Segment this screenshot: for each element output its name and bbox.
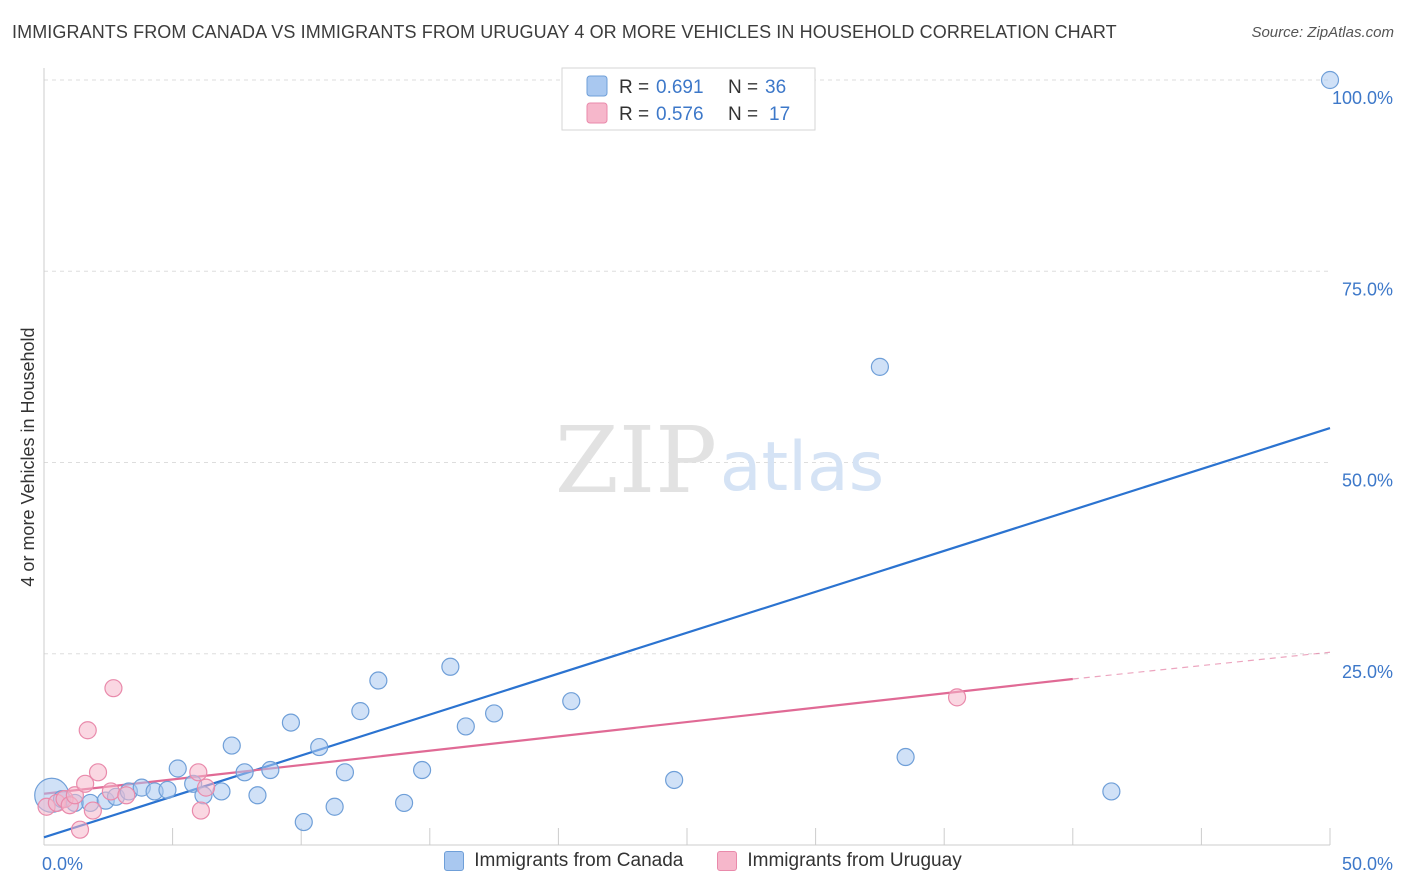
legend-label-uruguay: Immigrants from Uruguay: [747, 850, 962, 871]
point-uruguay: [104, 679, 123, 698]
point-canada: [351, 702, 370, 721]
legend-swatch-canada: [586, 75, 608, 97]
grid-lines: [44, 79, 1330, 655]
legend-n-value-canada: 36: [765, 77, 786, 98]
point-canada: [310, 737, 329, 757]
legend-box-uruguay: [717, 851, 738, 871]
watermark-atlas: atlas: [720, 428, 884, 507]
legend-n-value-uruguay: 17: [769, 104, 790, 125]
y-axis-label: 4 or more Vehicles in Household: [18, 327, 38, 586]
point-uruguay: [70, 820, 90, 839]
source-credit: Source: ZipAtlas.com: [1251, 24, 1394, 41]
point-uruguay: [101, 782, 120, 801]
y-tick-label: 100.0%: [1332, 88, 1393, 108]
point-canada: [1102, 782, 1121, 801]
stats-legend: R = 0.691 N = 36 R = 0.576 N = 17: [561, 67, 816, 131]
point-uruguay: [117, 786, 136, 805]
legend-n-label-uruguay: N =: [728, 104, 758, 125]
legend-r-value-canada: 0.691: [656, 77, 704, 98]
legend-item-canada[interactable]: Immigrants from Canada: [444, 850, 683, 872]
point-uruguay: [65, 786, 84, 805]
x-tick-label: 0.0%: [42, 854, 83, 874]
trendlines: [43, 427, 1331, 839]
legend-item-uruguay[interactable]: Immigrants from Uruguay: [717, 850, 962, 872]
y-tick-label: 50.0%: [1342, 471, 1393, 491]
point-canada: [235, 763, 254, 782]
point-uruguay: [196, 778, 216, 797]
point-uruguay: [88, 763, 108, 782]
point-canada: [1320, 70, 1340, 90]
point-uruguay: [83, 801, 102, 820]
point-canada: [394, 793, 414, 813]
point-canada: [248, 786, 267, 805]
legend-n-label-canada: N =: [728, 77, 758, 98]
point-uruguay: [189, 763, 208, 782]
legend-r-label-uruguay: R =: [619, 104, 649, 125]
chart-title: IMMIGRANTS FROM CANADA VS IMMIGRANTS FRO…: [12, 22, 1117, 42]
x-tick-label: 50.0%: [1342, 854, 1393, 874]
point-canada: [870, 357, 890, 376]
point-canada: [412, 760, 432, 780]
point-uruguay: [76, 774, 95, 793]
legend-label-canada: Immigrants from Canada: [474, 850, 684, 871]
point-canada: [212, 782, 231, 801]
y-tick-label: 25.0%: [1342, 662, 1393, 682]
point-canada: [325, 797, 344, 816]
point-canada: [158, 780, 177, 800]
axes: [43, 68, 1331, 846]
watermark-zip: ZIP: [555, 407, 717, 514]
point-canada: [441, 657, 460, 676]
trendline-extension-uruguay: [1072, 651, 1331, 680]
point-canada: [294, 812, 313, 832]
legend-r-label-canada: R =: [619, 77, 649, 98]
series-legend: Immigrants from Canada Immigrants from U…: [0, 850, 1406, 872]
point-canada: [562, 692, 581, 711]
point-canada: [896, 747, 915, 767]
point-canada: [222, 736, 241, 755]
point-canada: [485, 704, 504, 723]
y-tick-label: 75.0%: [1342, 279, 1393, 299]
point-canada: [281, 713, 301, 732]
point-uruguay: [947, 688, 967, 707]
tick-labels: 25.0% 50.0% 75.0% 100.0% 0.0% 50.0%: [42, 88, 1393, 874]
legend-swatch-uruguay: [586, 102, 608, 124]
legend-box-canada: [444, 851, 465, 871]
point-uruguay: [78, 721, 97, 740]
point-canada: [168, 759, 187, 778]
point-canada: [456, 717, 475, 736]
point-canada: [335, 763, 355, 782]
trendline-uruguay: [43, 677, 1073, 795]
legend-r-value-uruguay: 0.576: [656, 104, 704, 125]
point-canada: [665, 770, 684, 790]
point-canada: [369, 671, 388, 690]
data-points: [34, 70, 1340, 839]
point-canada: [261, 760, 280, 780]
point-uruguay: [191, 801, 210, 820]
